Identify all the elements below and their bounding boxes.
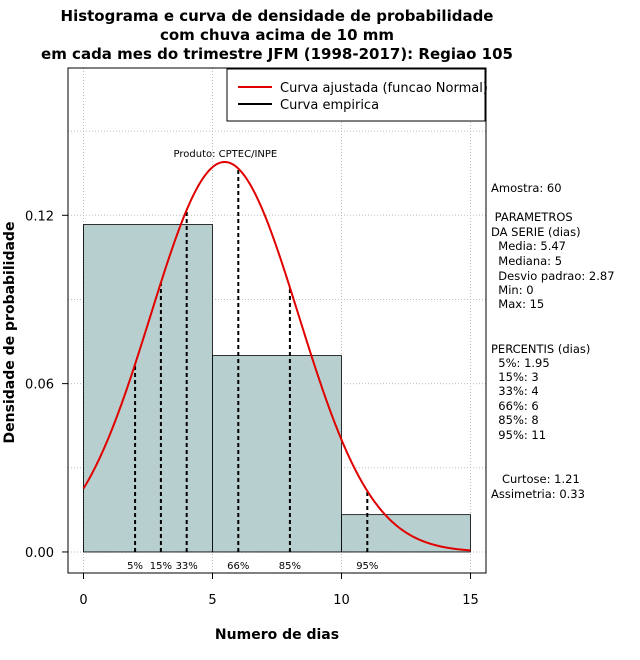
chart-title: Histograma e curva de densidade de proba…: [41, 7, 513, 63]
normal-curve: [82, 160, 471, 552]
stat-line: PERCENTIS (dias): [491, 342, 590, 356]
x-tick-label: 10: [333, 593, 350, 608]
empirical-lines: [134, 168, 369, 552]
y-tick-label: 0.00: [25, 546, 54, 561]
stat-line: PARAMETROS: [491, 210, 573, 224]
stat-line: Curtose: 1.21: [491, 472, 580, 486]
product-annotation: Produto: CPTEC/INPE: [174, 149, 278, 160]
y-axis-label: Densidade de probabilidade: [2, 222, 18, 444]
stat-line: Desvio padrao: 2.87: [491, 269, 615, 283]
percentile-labels: 5% 15% 33% 66% 85% 95%: [127, 561, 378, 572]
x-tick-label: 0: [79, 593, 87, 608]
legend-label-normal: Curva ajustada (funcao Normal): [280, 81, 488, 96]
stat-line: 33%: 4: [491, 384, 539, 398]
stat-line: Media: 5.47: [491, 239, 566, 253]
legend-label-empirical: Curva empirica: [280, 98, 379, 113]
axes: 0 5 10 15 0.00 0.06 0.12: [25, 209, 479, 608]
x-axis-label: Numero de dias: [215, 627, 339, 643]
chart-title-line: Histograma e curva de densidade de proba…: [61, 7, 494, 25]
chart-title-line: em cada mes do trimestre JFM (1998-2017)…: [41, 45, 513, 63]
stat-line: Mediana: 5: [491, 254, 562, 268]
x-tick-label: 5: [208, 593, 216, 608]
histogram-bar: [212, 355, 342, 553]
percentile-label: 95%: [356, 561, 378, 572]
stat-line: DA SERIE (dias): [491, 225, 581, 239]
stat-line: 85%: 8: [491, 413, 539, 427]
stat-line: Amostra: 60: [491, 181, 562, 195]
x-tick-label: 15: [462, 593, 479, 608]
percentile-label: 85%: [279, 561, 301, 572]
chart-title-line: com chuva acima de 10 mm: [160, 26, 394, 44]
stat-line: Min: 0: [491, 283, 534, 297]
plot-frame: [67, 67, 487, 574]
percentile-label: 5%: [127, 561, 143, 572]
stat-line: 5%: 1.95: [491, 356, 550, 370]
percentile-label: 15%: [150, 561, 172, 572]
y-tick-label: 0.06: [25, 378, 54, 393]
stat-line: 66%: 6: [491, 399, 539, 413]
histogram-bar: [83, 224, 213, 553]
stat-line: Assimetria: 0.33: [491, 487, 585, 501]
histogram-bars: [83, 224, 471, 553]
stat-line: 15%: 3: [491, 370, 539, 384]
legend-box: [226, 68, 486, 122]
stat-line: Max: 15: [491, 297, 544, 311]
y-tick-label: 0.12: [25, 209, 54, 224]
stat-line: 95%: 11: [491, 428, 546, 442]
percentile-label: 66%: [227, 561, 249, 572]
legend: Curva ajustada (funcao Normal) Curva empi…: [226, 68, 488, 122]
percentile-label: 33%: [176, 561, 198, 572]
